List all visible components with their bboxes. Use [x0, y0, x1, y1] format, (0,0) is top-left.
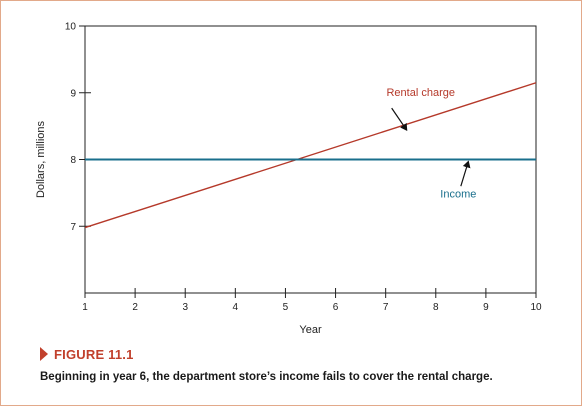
chart-axes: 7 8 9 10 1 2 3 4 5 6 7 8 9 10: [65, 22, 542, 314]
x-tick-label: 7: [383, 302, 389, 313]
x-tick-label: 4: [233, 302, 239, 313]
x-axis-title: Year: [299, 324, 322, 336]
x-tick-label: 6: [333, 302, 339, 313]
series-label-income: Income: [440, 189, 476, 201]
y-tick-label: 8: [70, 155, 76, 166]
y-tick-label: 10: [65, 22, 77, 33]
x-tick-label: 5: [283, 302, 289, 313]
series-line-rental-charge: [84, 82, 537, 229]
y-axis-title: Dollars, millions: [35, 120, 47, 198]
income-arrow: [460, 160, 471, 187]
x-tick-label: 1: [82, 302, 88, 313]
x-tick-label: 9: [483, 302, 489, 313]
y-tick-label: 9: [70, 88, 76, 99]
figure-caption: Beginning in year 6, the department stor…: [40, 371, 493, 383]
figure-title-text: FIGURE 11.1: [54, 347, 134, 362]
x-tick-label: 2: [132, 302, 138, 313]
x-tick-label: 8: [433, 302, 439, 313]
series-layer: [84, 82, 537, 229]
x-tick-label: 3: [182, 302, 188, 313]
rental-charge-arrow: [391, 107, 408, 131]
series-label-rental-charge: Rental charge: [386, 87, 455, 99]
y-tick-label: 7: [70, 222, 76, 233]
x-tick-label: 10: [530, 302, 542, 313]
figure-marker-icon: [40, 347, 48, 361]
figure-title: FIGURE 11.1: [40, 347, 134, 362]
